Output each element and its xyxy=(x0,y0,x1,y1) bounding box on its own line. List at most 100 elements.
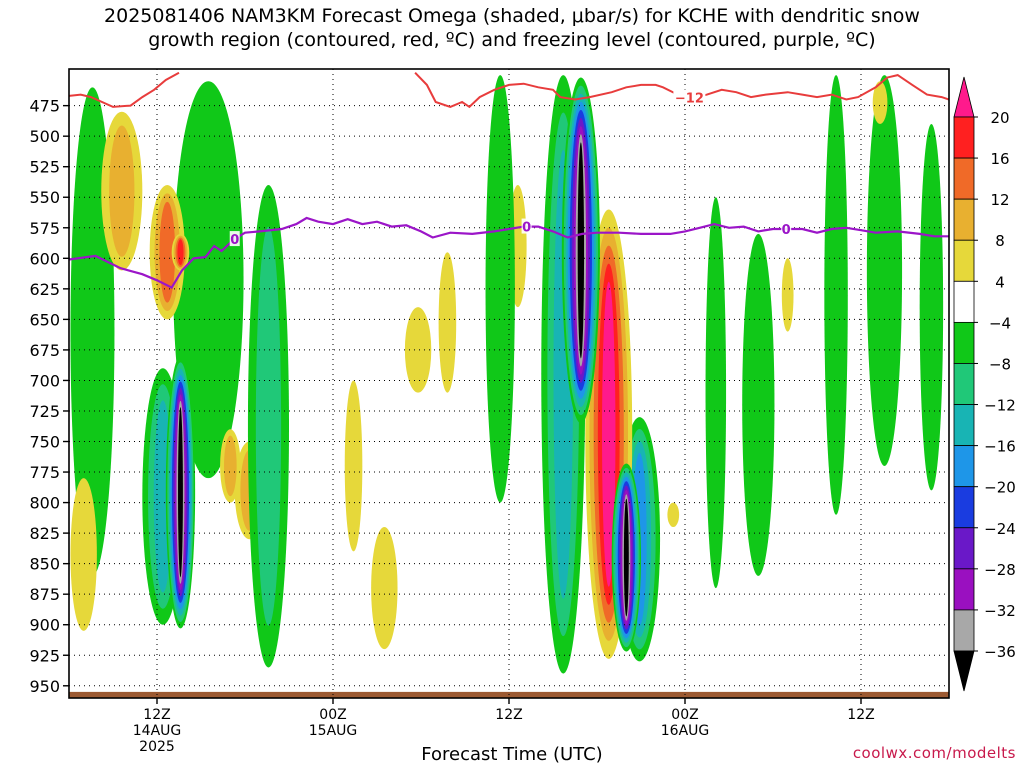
freezing-level-label: 0 xyxy=(522,221,531,236)
omega-cell xyxy=(611,463,641,652)
y-tick-label: 825 xyxy=(29,524,60,543)
omega-cell xyxy=(371,527,398,650)
dendritic-label-bg xyxy=(673,89,706,104)
colorbar-tick-label: −16 xyxy=(984,438,1016,456)
omega-shade-level xyxy=(742,233,775,576)
colorbar-bin xyxy=(953,404,975,447)
colorbar-bin xyxy=(953,445,975,488)
y-tick-label: 575 xyxy=(29,219,60,238)
omega-shade-level xyxy=(705,197,727,589)
colorbar-tick-label: −8 xyxy=(989,355,1011,373)
chart-title-line2: growth region (contoured, red, ºC) and f… xyxy=(148,29,876,51)
x-tick-label: 15AUG xyxy=(309,723,358,739)
omega-cell xyxy=(561,77,600,424)
omega-shade-level xyxy=(404,307,432,393)
y-tick-label: 650 xyxy=(29,310,60,329)
colorbar-tick-label: 12 xyxy=(990,191,1009,209)
colorbar-bin xyxy=(953,239,975,282)
y-tick-label: 500 xyxy=(29,127,60,146)
y-tick-label: 600 xyxy=(29,249,60,268)
freezing-level-label: 0 xyxy=(230,233,239,248)
colorbar: 20 16 12 8 4 −4 −8 −12 −16 −20 −24 −28 −32 −36 xyxy=(953,76,1016,692)
colorbar-bin xyxy=(953,116,975,159)
omega-cell xyxy=(705,197,727,589)
omega-shade-level xyxy=(173,81,244,479)
y-tick-label: 625 xyxy=(29,280,60,299)
omega-shade-level xyxy=(255,226,282,626)
freezing-level-contour xyxy=(69,216,949,290)
colorbar-bin xyxy=(953,609,975,652)
colorbar-tick-label: −4 xyxy=(989,314,1011,332)
omega-cell xyxy=(781,258,794,332)
y-tick-label: 900 xyxy=(29,616,60,635)
omega-cell xyxy=(171,233,190,271)
y-axis-ticks: 475 500 525 550 575 600 625 650 675 700 725 750 775 8… xyxy=(29,97,69,696)
y-tick-label: 475 xyxy=(29,97,60,116)
colorbar-tick-label: −36 xyxy=(984,643,1016,661)
omega-cell xyxy=(438,252,457,393)
colorbar-tick-label: 16 xyxy=(990,150,1009,168)
omega-shade-level xyxy=(224,435,237,497)
colorbar-bin xyxy=(953,486,975,529)
colorbar-tick-label: −24 xyxy=(984,520,1016,538)
colorbar-bin xyxy=(953,321,975,364)
y-tick-label: 925 xyxy=(29,646,60,665)
omega-cell xyxy=(404,307,432,393)
omega-cell xyxy=(485,75,515,503)
omega-cell xyxy=(824,75,848,515)
omega-cell xyxy=(173,81,244,479)
colorbar-tick-label: −32 xyxy=(984,602,1016,620)
y-tick-label: 875 xyxy=(29,585,60,604)
y-tick-label: 550 xyxy=(29,188,60,207)
y-tick-label: 700 xyxy=(29,371,60,390)
colorbar-tick-label: −12 xyxy=(984,397,1016,415)
credit-text[interactable]: coolwx.com/modelts xyxy=(852,744,1016,762)
y-tick-label: 675 xyxy=(29,341,60,360)
contour-lines: 0 0 0 −12 xyxy=(69,71,949,290)
y-tick-label: 800 xyxy=(29,494,60,513)
omega-shade-level xyxy=(667,502,680,528)
omega-cell xyxy=(101,111,143,271)
x-tick-label: 00Z xyxy=(319,707,346,723)
omega-shade-level xyxy=(438,252,457,393)
y-tick-label: 850 xyxy=(29,555,60,574)
omega-shade-level xyxy=(159,201,176,303)
colorbar-bin xyxy=(953,198,975,241)
dendritic-contour-label: −12 xyxy=(675,92,704,107)
omega-cell xyxy=(344,380,363,552)
dendritic-contour-right xyxy=(414,72,949,109)
omega-shade-level xyxy=(872,81,888,124)
colorbar-top-extend xyxy=(953,76,975,118)
omega-shade-level xyxy=(781,258,794,332)
x-tick-label: 12Z xyxy=(143,707,170,723)
y-tick-label: 525 xyxy=(29,158,60,177)
y-tick-label: 750 xyxy=(29,433,60,452)
colorbar-bottom-extend xyxy=(953,650,975,692)
freezing-label-bg xyxy=(781,220,792,236)
colorbar-tick-label: 20 xyxy=(990,109,1009,127)
freezing-label-bg xyxy=(229,231,240,247)
omega-cell xyxy=(919,123,944,491)
colorbar-bin xyxy=(953,280,975,323)
omega-cell xyxy=(872,81,888,124)
omega-shade-level xyxy=(866,75,903,466)
omega-shade-level xyxy=(602,281,616,587)
chart-title-line1: 2025081406 NAM3KM Forecast Omega (shaded… xyxy=(104,5,920,27)
omega-shade-level xyxy=(178,407,183,578)
omega-cell xyxy=(742,233,775,576)
omega-shade-level xyxy=(824,75,848,515)
omega-shading xyxy=(69,75,949,698)
omega-cell xyxy=(165,356,196,629)
omega-shade-level xyxy=(371,527,398,650)
omega-shade-level xyxy=(109,125,135,257)
freezing-level-label: 0 xyxy=(782,223,791,238)
y-tick-label: 725 xyxy=(29,402,60,421)
x-tick-label: 12Z xyxy=(495,707,522,723)
x-tick-label: 2025 xyxy=(139,739,175,755)
omega-shade-level xyxy=(577,142,585,359)
colorbar-bin xyxy=(953,363,975,405)
omega-shade-level xyxy=(623,498,629,617)
x-axis-title: Forecast Time (UTC) xyxy=(421,744,603,765)
y-tick-label: 775 xyxy=(29,463,60,482)
